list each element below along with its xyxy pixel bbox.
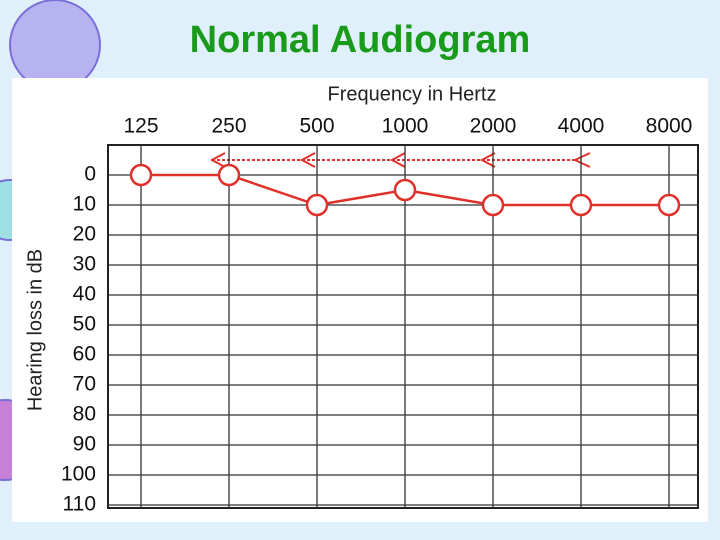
y-tick-label: 50 xyxy=(73,313,96,336)
y-tick-label: 60 xyxy=(73,343,96,366)
y-tick-label: 80 xyxy=(73,403,96,426)
marker xyxy=(305,193,329,217)
x-tick-label: 4000 xyxy=(558,115,605,138)
y-tick-label: 20 xyxy=(73,223,96,246)
y-tick-label: 0 xyxy=(84,163,96,186)
x-tick-label: 500 xyxy=(299,115,334,138)
y-axis-label: Hearing loss in dB xyxy=(24,249,46,411)
deco-circle xyxy=(9,0,101,91)
y-tick-label: 30 xyxy=(73,253,96,276)
chart-title: Normal Audiogram xyxy=(190,19,531,61)
y-tick-label: 110 xyxy=(63,493,96,516)
marker xyxy=(129,163,153,187)
marker xyxy=(481,193,505,217)
arrows xyxy=(209,152,591,168)
y-tick-label: 100 xyxy=(61,463,96,486)
x-tick-label: 1000 xyxy=(382,115,429,138)
y-tick-label: 90 xyxy=(73,433,96,456)
y-tick-label: 10 xyxy=(73,193,96,216)
x-tick-label: 125 xyxy=(123,115,158,138)
y-tick-label: 70 xyxy=(73,373,96,396)
marker xyxy=(393,178,417,202)
chart-area xyxy=(12,78,708,522)
plot-frame xyxy=(107,144,699,509)
x-tick-label: 250 xyxy=(211,115,246,138)
x-axis-label: Frequency in Hertz xyxy=(328,83,497,105)
marker xyxy=(657,193,681,217)
marker xyxy=(217,163,241,187)
x-tick-label: 8000 xyxy=(646,115,693,138)
x-tick-label: 2000 xyxy=(470,115,517,138)
marker xyxy=(569,193,593,217)
y-tick-label: 40 xyxy=(73,283,96,306)
arrow-heads xyxy=(209,152,591,168)
